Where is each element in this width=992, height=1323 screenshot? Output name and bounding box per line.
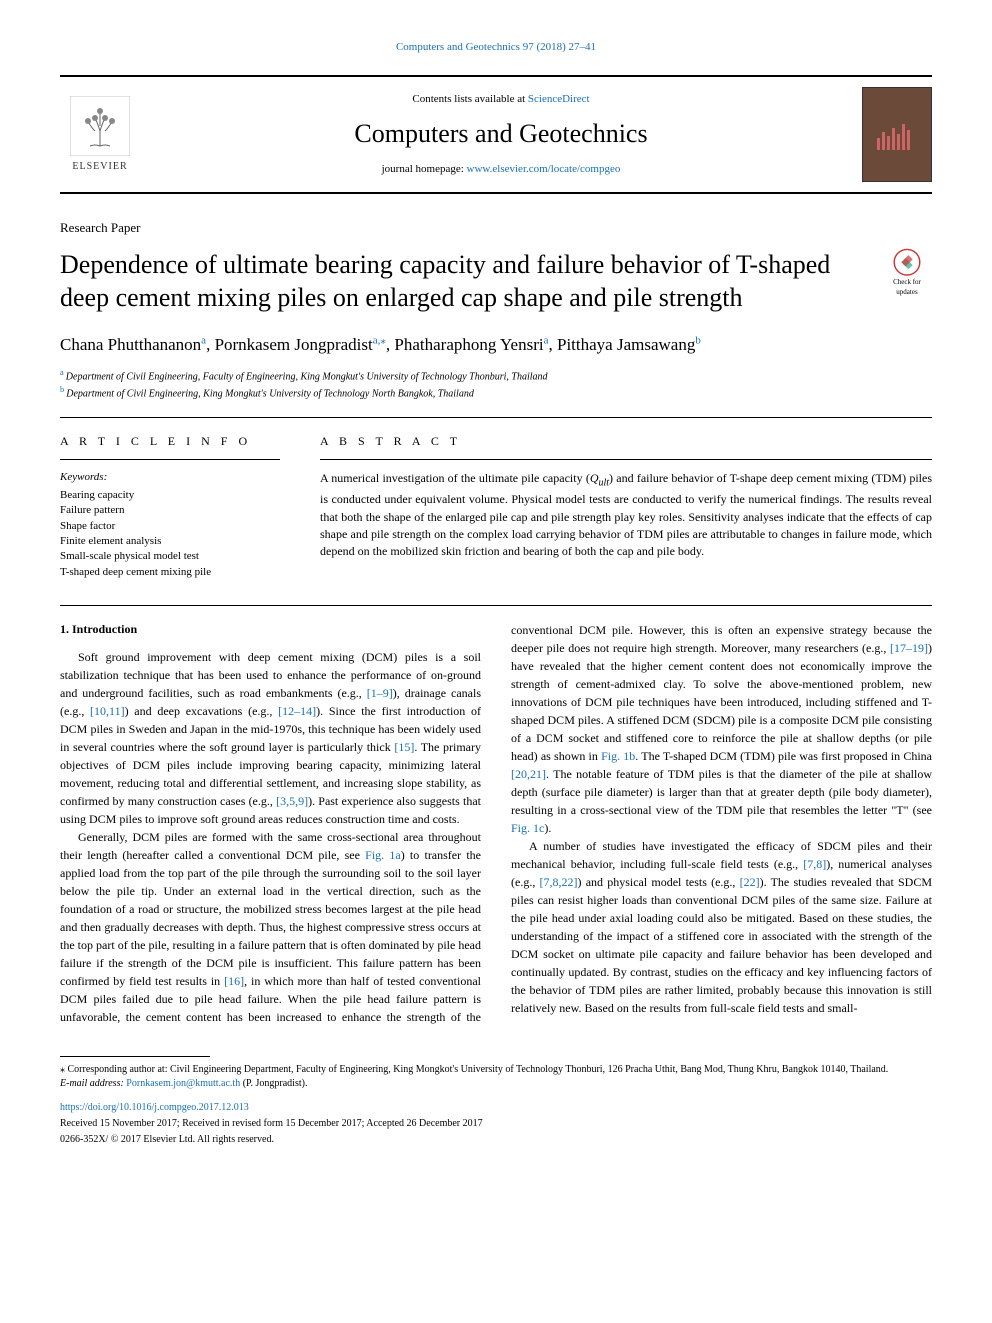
- body-paragraph: Soft ground improvement with deep cement…: [60, 648, 481, 828]
- homepage-link[interactable]: www.elsevier.com/locate/compgeo: [467, 163, 621, 175]
- abstract-text: A numerical investigation of the ultimat…: [320, 470, 932, 560]
- reference-link[interactable]: [12–14]: [278, 704, 316, 718]
- contents-prefix: Contents lists available at: [412, 93, 527, 105]
- footnote-divider: [60, 1056, 210, 1057]
- authors-list: Chana Phutthananona, Pornkasem Jongpradi…: [60, 333, 932, 357]
- reference-link[interactable]: [10,11]: [90, 704, 125, 718]
- contents-available-line: Contents lists available at ScienceDirec…: [140, 92, 862, 107]
- author-affiliation-marker[interactable]: a,⁎: [373, 335, 386, 347]
- affiliation-line: b Department of Civil Engineering, King …: [60, 384, 932, 401]
- keyword-item: Failure pattern: [60, 503, 280, 518]
- reference-link[interactable]: [1–9]: [367, 686, 393, 700]
- section-title-introduction: 1. Introduction: [60, 621, 481, 638]
- email-label: E-mail address:: [60, 1078, 126, 1089]
- author-affiliation-marker[interactable]: b: [695, 335, 701, 347]
- crossmark-icon: [890, 248, 924, 276]
- copyright-line: 0266-352X/ © 2017 Elsevier Ltd. All righ…: [60, 1133, 932, 1147]
- journal-name: Computers and Geotechnics: [140, 116, 862, 152]
- cover-chart-icon: [877, 120, 917, 150]
- reference-link[interactable]: [16]: [224, 974, 244, 988]
- article-info-heading: A R T I C L E I N F O: [60, 433, 280, 450]
- keyword-item: Shape factor: [60, 519, 280, 534]
- affiliation-label: b: [60, 385, 66, 394]
- elsevier-tree-icon: [70, 96, 130, 156]
- reference-link[interactable]: [15]: [394, 740, 414, 754]
- info-divider: [60, 459, 280, 460]
- journal-info-block: Contents lists available at ScienceDirec…: [140, 92, 862, 177]
- homepage-prefix: journal homepage:: [382, 163, 467, 175]
- check-updates-label: Check for updates: [882, 278, 932, 298]
- corresponding-author-footnote: ⁎ Corresponding author at: Civil Enginee…: [60, 1063, 932, 1077]
- figure-link[interactable]: Fig. 1c: [511, 821, 544, 835]
- sciencedirect-link[interactable]: ScienceDirect: [528, 93, 590, 105]
- author-affiliation-marker[interactable]: a: [201, 335, 206, 347]
- figure-link[interactable]: Fig. 1b: [601, 749, 635, 763]
- reference-link[interactable]: [22]: [740, 875, 760, 889]
- abstract-column: A B S T R A C T A numerical investigatio…: [320, 433, 932, 581]
- author: Pornkasem Jongpradista,⁎: [215, 335, 386, 354]
- reference-link[interactable]: [7,8,22]: [540, 875, 578, 889]
- email-link[interactable]: Pornkasem.jon@kmutt.ac.th: [126, 1078, 240, 1089]
- section-divider: [60, 605, 932, 606]
- reference-link[interactable]: [20,21]: [511, 767, 546, 781]
- author: Pitthaya Jamsawangb: [557, 335, 701, 354]
- article-title: Dependence of ultimate bearing capacity …: [60, 248, 867, 316]
- publisher-name: ELSEVIER: [72, 160, 127, 174]
- email-author-suffix: (P. Jongpradist).: [240, 1078, 307, 1089]
- author: Chana Phutthananona: [60, 335, 206, 354]
- affiliation-line: a Department of Civil Engineering, Facul…: [60, 367, 932, 384]
- affiliations-list: a Department of Civil Engineering, Facul…: [60, 367, 932, 402]
- reference-link[interactable]: [17–19]: [890, 641, 928, 655]
- corresponding-marker: ⁎: [60, 1064, 65, 1075]
- corresponding-text: Corresponding author at: Civil Engineeri…: [68, 1064, 889, 1075]
- author-affiliation-marker[interactable]: a: [544, 335, 549, 347]
- keyword-item: Bearing capacity: [60, 488, 280, 503]
- reference-link[interactable]: [3,5,9]: [276, 794, 308, 808]
- doi-link[interactable]: https://doi.org/10.1016/j.compgeo.2017.1…: [60, 1101, 932, 1115]
- keyword-item: T-shaped deep cement mixing pile: [60, 565, 280, 580]
- abstract-divider: [320, 459, 932, 460]
- body-text-columns: 1. Introduction Soft ground improvement …: [60, 621, 932, 1026]
- journal-cover-thumbnail[interactable]: [862, 87, 932, 182]
- journal-issue-header[interactable]: Computers and Geotechnics 97 (2018) 27–4…: [60, 40, 932, 55]
- keyword-item: Finite element analysis: [60, 534, 280, 549]
- publisher-logo[interactable]: ELSEVIER: [60, 90, 140, 180]
- article-type: Research Paper: [60, 219, 932, 237]
- section-divider: [60, 417, 932, 418]
- journal-homepage-line: journal homepage: www.elsevier.com/locat…: [140, 162, 862, 177]
- body-paragraph: A number of studies have investigated th…: [511, 837, 932, 1017]
- email-footnote: E-mail address: Pornkasem.jon@kmutt.ac.t…: [60, 1077, 932, 1091]
- author: Phatharaphong Yensria: [394, 335, 548, 354]
- keyword-item: Small-scale physical model test: [60, 549, 280, 564]
- reference-link[interactable]: [7,8]: [803, 857, 826, 871]
- figure-link[interactable]: Fig. 1a: [365, 848, 401, 862]
- abstract-heading: A B S T R A C T: [320, 433, 932, 450]
- received-dates: Received 15 November 2017; Received in r…: [60, 1117, 932, 1131]
- journal-banner: ELSEVIER Contents lists available at Sci…: [60, 75, 932, 194]
- article-info-column: A R T I C L E I N F O Keywords: Bearing …: [60, 433, 280, 581]
- affiliation-label: a: [60, 368, 66, 377]
- check-updates-badge[interactable]: Check for updates: [882, 248, 932, 298]
- keywords-label: Keywords:: [60, 470, 280, 485]
